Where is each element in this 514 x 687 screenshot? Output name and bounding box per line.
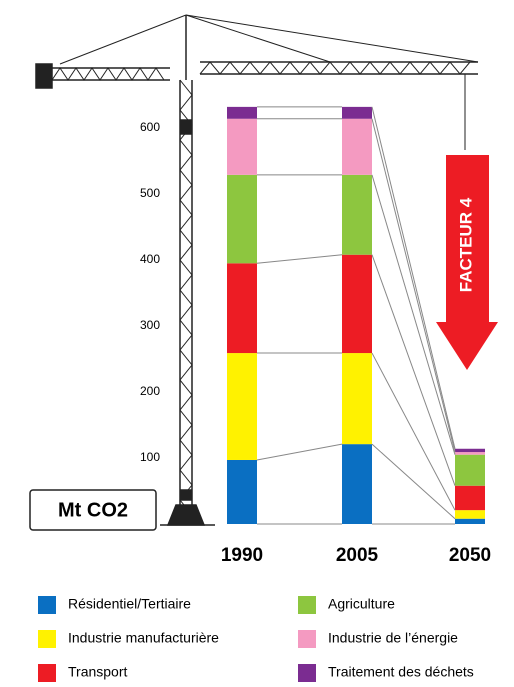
bar-segment [227, 106, 257, 119]
bar-segment [227, 118, 257, 175]
legend-label: Traitement des déchets [328, 664, 474, 680]
x-tick-label: 1990 [221, 545, 263, 566]
bar-segment [342, 254, 372, 354]
connector [371, 174, 456, 455]
bar-segment [342, 106, 372, 119]
x-tick-label: 2050 [449, 545, 491, 566]
legend-label: Résidentiel/Tertiaire [68, 596, 191, 612]
connector [256, 443, 343, 461]
legend-label: Agriculture [328, 596, 395, 612]
bar-segment [342, 118, 372, 175]
legend-swatch [298, 596, 316, 614]
y-tick-label: 100 [140, 450, 160, 464]
bar-segment [342, 353, 372, 445]
x-tick-label: 2005 [336, 545, 379, 566]
y-tick-label: 500 [140, 186, 160, 200]
y-tick-label: 300 [140, 318, 160, 332]
connector [371, 106, 456, 449]
y-tick-label: 200 [140, 384, 160, 398]
bar-segment [342, 174, 372, 255]
legend-swatch [298, 630, 316, 648]
annotation: FACTEUR 4 [456, 197, 475, 292]
bar-segment [455, 454, 485, 486]
bar-segment [455, 448, 485, 453]
bar-segment [455, 452, 485, 455]
connector [371, 443, 456, 520]
legend-swatch [298, 664, 316, 682]
connector [371, 254, 456, 486]
bar-segment [455, 518, 485, 524]
connector [256, 254, 343, 264]
y-tick-label: 600 [140, 120, 160, 134]
bar-segment [455, 510, 485, 519]
bar-segment [227, 459, 257, 524]
legend-label: Industrie de l’énergie [328, 630, 458, 646]
connector [371, 118, 456, 453]
unit-label: Mt CO2 [58, 499, 128, 521]
legend-label: Transport [68, 664, 128, 680]
legend-swatch [38, 630, 56, 648]
unit-box [29, 489, 157, 531]
crane [35, 14, 479, 526]
legend-label: Industrie manufacturière [68, 630, 219, 646]
legend-swatch [38, 664, 56, 682]
factor-arrow [436, 155, 498, 370]
bar-segment [227, 263, 257, 354]
bar-segment [455, 485, 485, 511]
bar-segment [227, 353, 257, 460]
bar-segment [342, 444, 372, 524]
connector [371, 352, 456, 511]
y-tick-label: 400 [140, 252, 160, 266]
bar-segment [227, 174, 257, 264]
legend-swatch [38, 596, 56, 614]
